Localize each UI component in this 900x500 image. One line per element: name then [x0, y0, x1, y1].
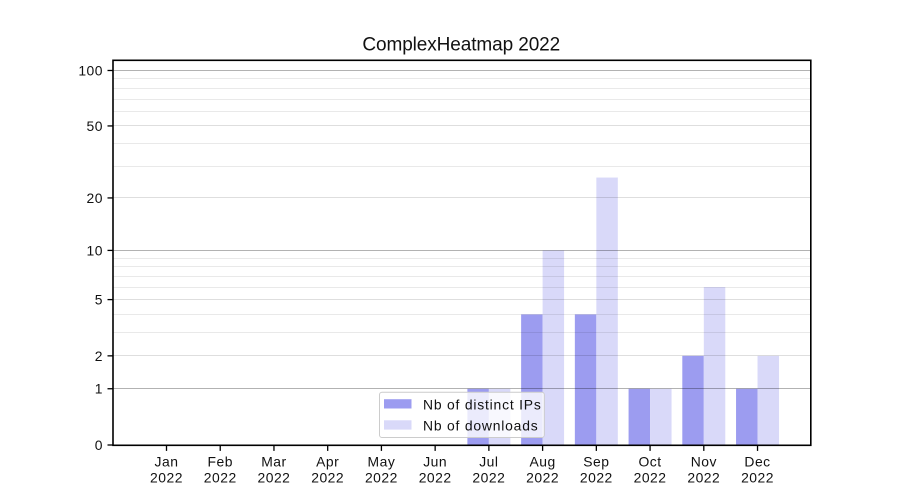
svg-text:2022: 2022 [580, 469, 613, 485]
svg-text:2022: 2022 [526, 469, 559, 485]
svg-text:2022: 2022 [741, 469, 774, 485]
svg-text:20: 20 [87, 190, 103, 206]
svg-text:Nb of distinct IPs: Nb of distinct IPs [423, 397, 542, 413]
svg-text:Oct: Oct [639, 454, 662, 470]
svg-text:Jul: Jul [479, 454, 498, 470]
svg-text:1: 1 [95, 381, 103, 397]
svg-text:2022: 2022 [258, 469, 291, 485]
svg-text:2022: 2022 [150, 469, 183, 485]
svg-text:May: May [368, 454, 396, 470]
svg-text:ComplexHeatmap 2022: ComplexHeatmap 2022 [362, 35, 560, 56]
svg-text:2: 2 [95, 348, 103, 364]
svg-text:Sep: Sep [583, 454, 609, 470]
svg-text:2022: 2022 [687, 469, 720, 485]
svg-text:Aug: Aug [530, 454, 556, 470]
svg-text:100: 100 [78, 62, 103, 78]
svg-text:2022: 2022 [204, 469, 237, 485]
svg-text:Jun: Jun [423, 454, 447, 470]
svg-text:2022: 2022 [365, 469, 398, 485]
svg-text:Nb of downloads: Nb of downloads [423, 418, 538, 434]
svg-text:Apr: Apr [316, 454, 339, 470]
svg-text:Nov: Nov [691, 454, 717, 470]
svg-text:10: 10 [87, 242, 103, 258]
svg-text:2022: 2022 [472, 469, 505, 485]
svg-text:50: 50 [87, 118, 103, 134]
svg-text:Feb: Feb [208, 454, 233, 470]
svg-text:0: 0 [95, 437, 103, 453]
svg-text:Jan: Jan [155, 454, 179, 470]
svg-text:Dec: Dec [744, 454, 770, 470]
svg-text:5: 5 [95, 292, 103, 308]
svg-text:2022: 2022 [419, 469, 452, 485]
svg-text:2022: 2022 [634, 469, 667, 485]
svg-text:Mar: Mar [261, 454, 286, 470]
svg-text:2022: 2022 [311, 469, 344, 485]
